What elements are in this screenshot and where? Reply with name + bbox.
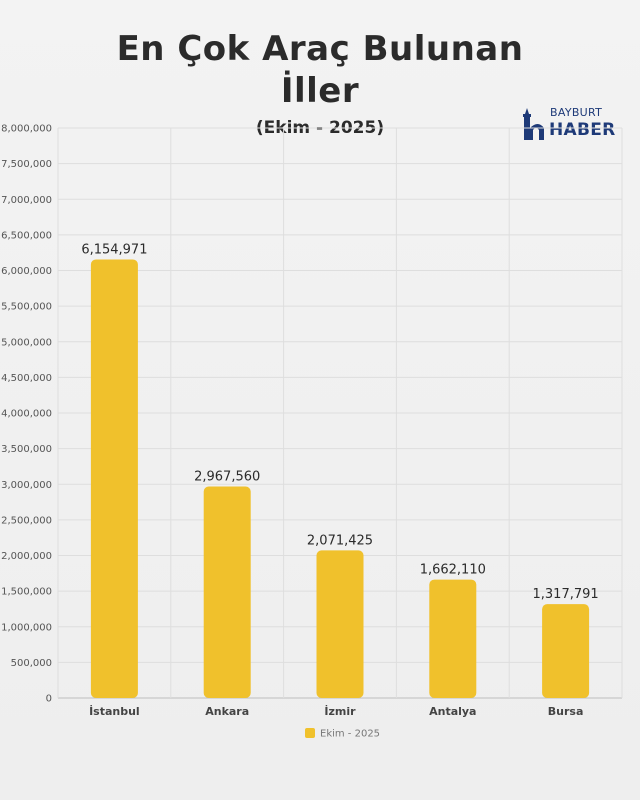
bar-value-label: 2,967,560 (194, 470, 260, 485)
bar (542, 604, 590, 698)
y-tick-label: 2,000,000 (1, 551, 52, 562)
y-tick-label: 4,000,000 (1, 409, 52, 420)
bar (90, 259, 138, 698)
y-tick-label: 5,500,000 (1, 302, 52, 313)
title-line-1: En Çok Araç Bulunan (116, 29, 524, 69)
y-tick-label: 4,500,000 (1, 373, 52, 384)
logo-text-bayburt: BAYBURT (550, 106, 603, 119)
legend-label: Ekim - 2025 (320, 729, 380, 740)
y-tick-label: 8,000,000 (1, 124, 52, 135)
bar-value-label: 1,662,110 (420, 563, 486, 578)
y-tick-label: 5,000,000 (1, 337, 52, 348)
y-tick-label: 6,500,000 (1, 230, 52, 241)
y-tick-label: 6,000,000 (1, 266, 52, 277)
x-tick-label: İstanbul (89, 704, 140, 718)
y-tick-label: 3,500,000 (1, 444, 52, 455)
y-tick-label: 1,500,000 (1, 587, 52, 598)
bar (429, 579, 477, 698)
title-line-2: İller (280, 71, 360, 111)
x-tick-label: İzmir (324, 704, 356, 718)
y-tick-label: 3,000,000 (1, 480, 52, 491)
y-tick-label: 2,500,000 (1, 515, 52, 526)
y-tick-label: 7,000,000 (1, 195, 52, 206)
bar-value-label: 2,071,425 (307, 533, 373, 548)
bar (203, 486, 251, 698)
y-tick-label: 0 (46, 694, 52, 705)
x-tick-label: Antalya (429, 705, 476, 718)
bar (316, 550, 364, 698)
x-tick-label: Bursa (548, 705, 584, 718)
y-tick-label: 500,000 (11, 658, 52, 669)
x-tick-label: Ankara (205, 705, 249, 718)
chart-title: En Çok Araç Bulunan İller (0, 28, 640, 112)
logo-text-haber: HABER (549, 120, 616, 140)
y-tick-label: 7,500,000 (1, 159, 52, 170)
bar-value-label: 6,154,971 (81, 242, 147, 257)
legend-swatch (305, 728, 315, 738)
y-tick-label: 1,000,000 (1, 622, 52, 633)
bar-value-label: 1,317,791 (533, 587, 599, 602)
